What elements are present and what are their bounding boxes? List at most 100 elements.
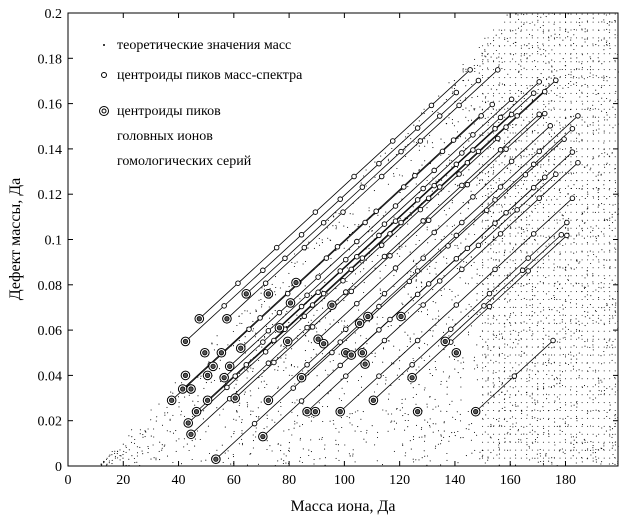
theory-dot bbox=[468, 169, 470, 171]
theory-dot bbox=[536, 325, 538, 327]
theory-dot bbox=[301, 424, 304, 426]
theory-dot bbox=[537, 88, 539, 91]
theory-dot bbox=[506, 14, 508, 16]
theory-dot bbox=[299, 456, 302, 459]
theory-dot bbox=[515, 243, 517, 245]
theory-dot bbox=[338, 221, 340, 223]
theory-dot bbox=[581, 433, 583, 435]
theory-dot bbox=[531, 386, 533, 388]
theory-dot bbox=[581, 441, 583, 443]
theory-dot bbox=[517, 429, 520, 431]
theory-dot bbox=[410, 275, 412, 277]
theory-dot bbox=[313, 314, 315, 316]
theory-dot bbox=[153, 457, 155, 459]
theory-dot bbox=[395, 153, 397, 156]
theory-dot bbox=[509, 378, 511, 380]
theory-dot bbox=[542, 140, 544, 142]
theory-dot bbox=[515, 330, 517, 332]
peak-centroid bbox=[348, 288, 355, 295]
theory-dot bbox=[553, 269, 555, 271]
theory-dot bbox=[528, 47, 530, 49]
theory-dot bbox=[478, 163, 480, 165]
theory-dot bbox=[520, 449, 522, 451]
theory-dot bbox=[581, 45, 583, 48]
peak-centroid bbox=[337, 362, 343, 369]
theory-dot bbox=[352, 455, 354, 457]
theory-dot bbox=[573, 194, 575, 196]
theory-dot bbox=[498, 433, 500, 435]
theory-dot bbox=[548, 291, 550, 293]
theory-dot bbox=[537, 47, 539, 49]
peak-centroid bbox=[387, 316, 393, 323]
theory-dot bbox=[523, 44, 525, 46]
theory-dot bbox=[269, 288, 271, 290]
theory-dot bbox=[493, 235, 495, 237]
theory-dot bbox=[512, 306, 514, 308]
theory-dot bbox=[573, 115, 575, 117]
peak-centroid bbox=[575, 113, 581, 119]
theory-dot bbox=[387, 430, 389, 432]
theory-dot bbox=[496, 319, 498, 321]
series-line bbox=[226, 69, 499, 320]
theory-dot bbox=[496, 57, 498, 59]
theory-dot bbox=[583, 211, 585, 213]
theory-dot bbox=[501, 336, 504, 338]
theory-dot bbox=[504, 140, 506, 142]
theory-dot bbox=[446, 386, 448, 388]
theory-dot bbox=[553, 188, 555, 189]
theory-dot bbox=[257, 417, 259, 419]
theory-dot bbox=[581, 251, 583, 253]
theory-dot bbox=[155, 420, 157, 422]
theory-dot bbox=[191, 440, 193, 442]
peak-centroid bbox=[522, 171, 529, 178]
theory-dot bbox=[518, 364, 520, 366]
theory-dot bbox=[551, 66, 553, 68]
theory-dot bbox=[598, 132, 600, 134]
theory-dot bbox=[241, 432, 243, 434]
theory-dot bbox=[457, 360, 459, 362]
theory-dot bbox=[352, 449, 354, 451]
theory-dot bbox=[547, 430, 550, 432]
theory-dot bbox=[305, 335, 307, 337]
peak-centroid bbox=[304, 292, 310, 298]
theory-dot bbox=[407, 426, 409, 428]
theory-dot bbox=[429, 134, 431, 136]
theory-dot bbox=[565, 275, 566, 277]
theory-dot bbox=[565, 314, 566, 316]
x-tick-label: 0 bbox=[65, 473, 72, 488]
theory-dot bbox=[429, 418, 431, 420]
theory-dot bbox=[509, 132, 511, 134]
theory-dot bbox=[573, 34, 575, 36]
theory-dot bbox=[581, 140, 583, 142]
theory-dot bbox=[601, 307, 603, 309]
theory-dot bbox=[570, 124, 572, 126]
theory-dot bbox=[241, 421, 243, 423]
theory-dot bbox=[493, 410, 495, 411]
theory-dot bbox=[509, 186, 511, 188]
theory-dot bbox=[559, 354, 561, 356]
theory-dot bbox=[487, 188, 489, 189]
theory-dot bbox=[567, 363, 570, 366]
peak-centroid bbox=[381, 337, 388, 344]
theory-dot bbox=[531, 310, 533, 312]
theory-dot bbox=[349, 249, 351, 251]
theory-dot bbox=[493, 196, 495, 197]
theory-dot bbox=[426, 179, 428, 182]
theory-dot bbox=[435, 261, 437, 263]
theory-dot bbox=[249, 312, 251, 314]
theory-dot bbox=[446, 393, 448, 395]
theory-dot bbox=[614, 251, 616, 253]
theory-dot bbox=[572, 436, 574, 438]
theory-dot bbox=[606, 303, 608, 305]
theory-dot bbox=[493, 441, 495, 443]
theory-dot bbox=[518, 18, 520, 20]
theory-dot bbox=[559, 364, 561, 366]
theory-dot bbox=[520, 85, 522, 86]
theory-dot bbox=[515, 45, 517, 47]
theory-dot bbox=[587, 188, 589, 189]
theory-dot bbox=[499, 333, 501, 335]
theory-dot bbox=[509, 213, 511, 215]
theory-dot bbox=[614, 243, 616, 245]
theory-dot bbox=[603, 457, 605, 459]
theory-dot bbox=[382, 348, 385, 350]
